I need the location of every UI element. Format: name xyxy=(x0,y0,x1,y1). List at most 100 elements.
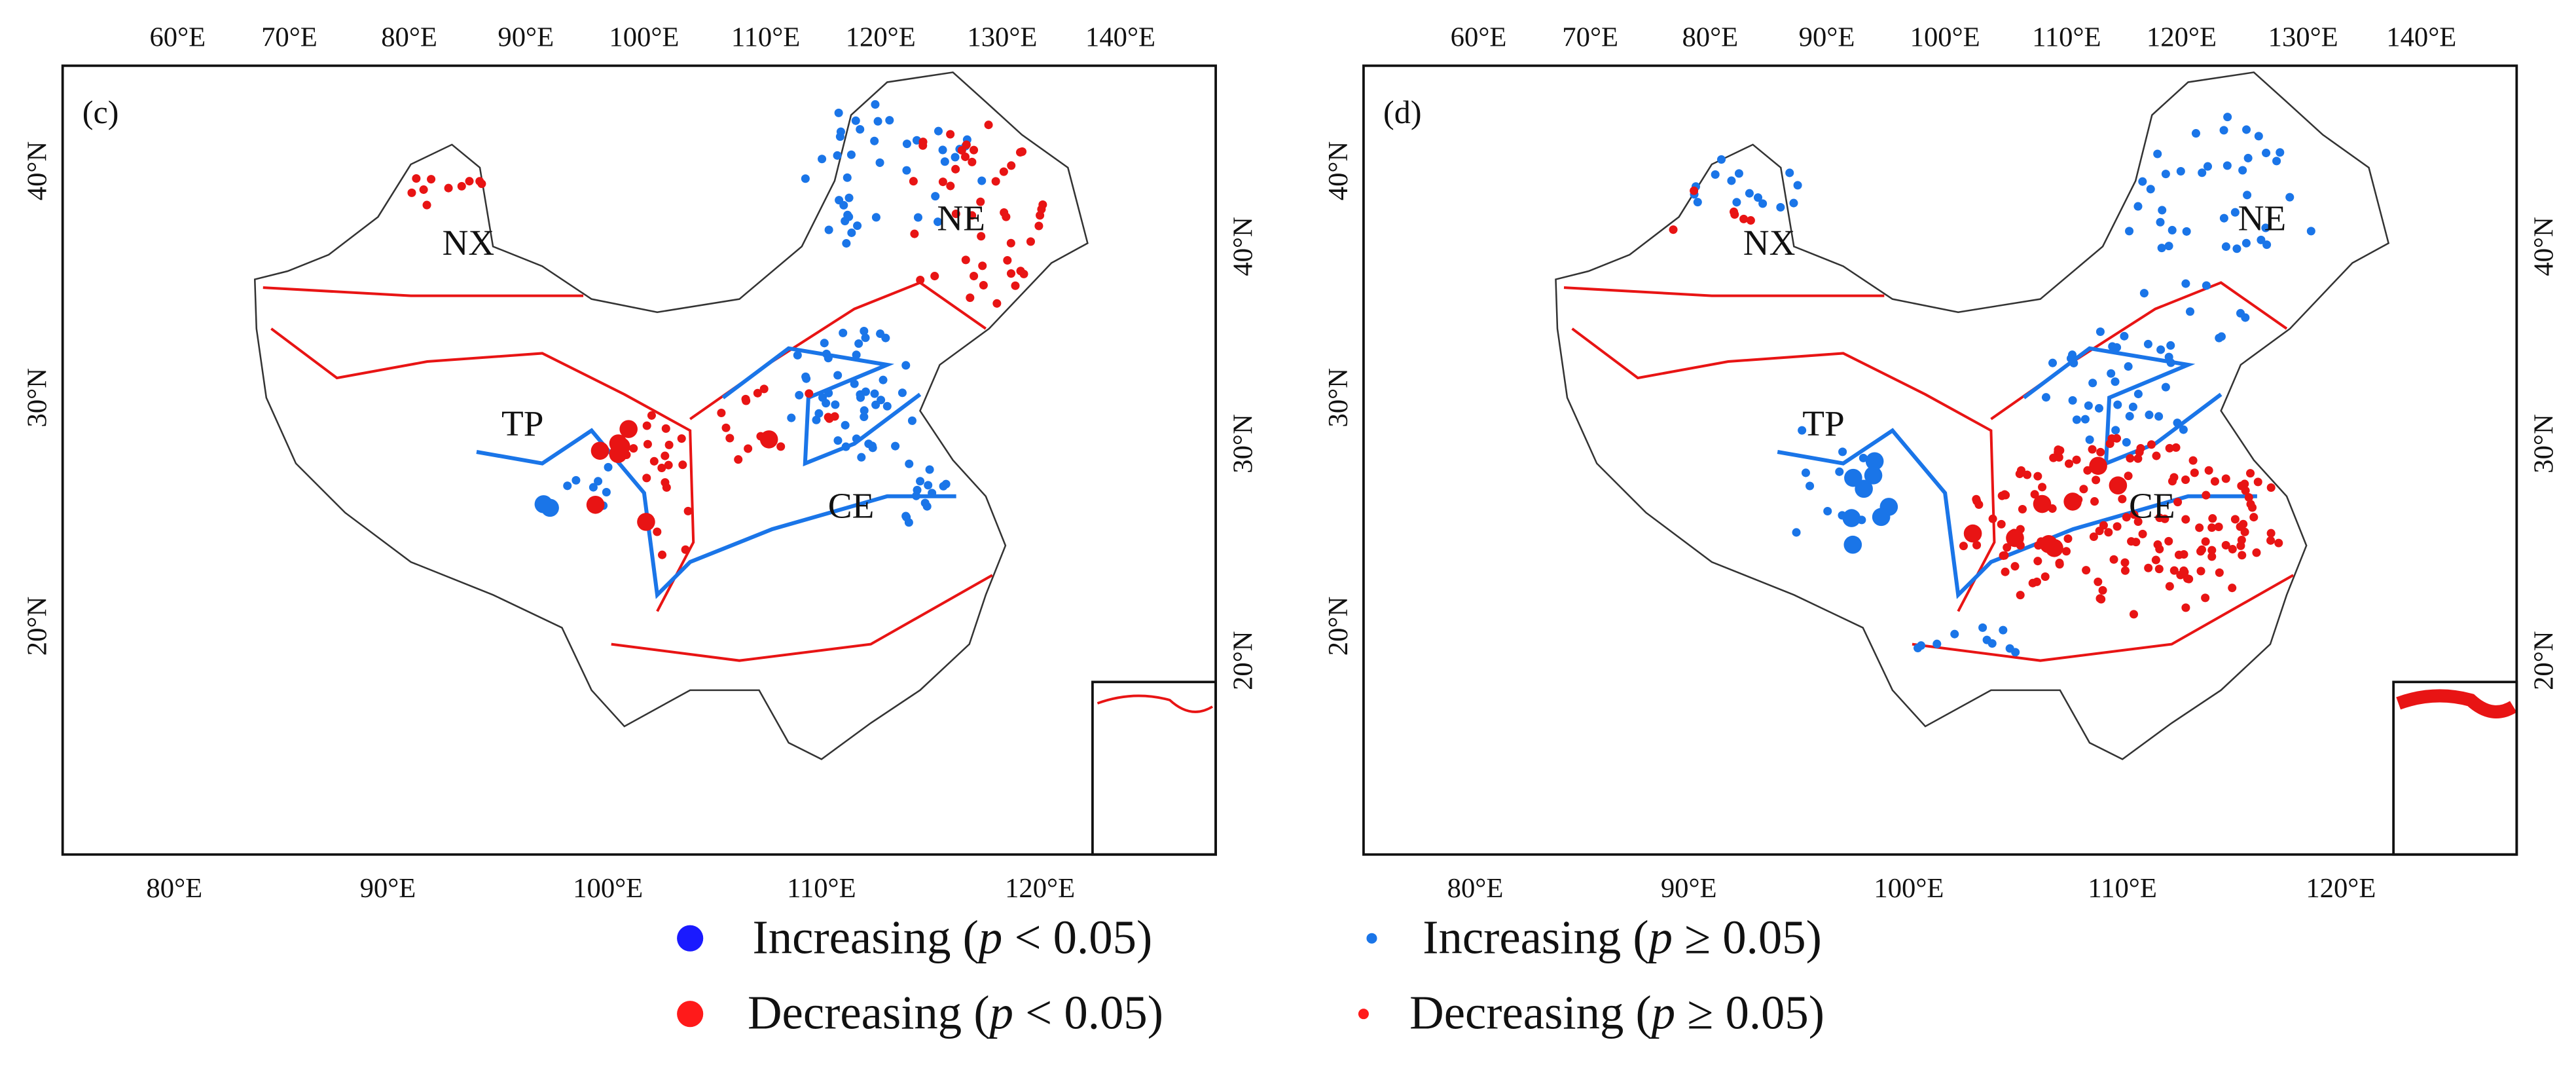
station-dot xyxy=(833,151,842,160)
station-dot xyxy=(1785,168,1794,177)
country-outline xyxy=(1555,71,2390,760)
station-dot xyxy=(677,434,686,443)
station-dot xyxy=(1730,210,1739,219)
station-dot xyxy=(2015,470,2024,479)
station-dot xyxy=(759,430,778,449)
inset-coast xyxy=(1097,694,1214,713)
station-dot xyxy=(776,442,786,451)
station-dot xyxy=(1026,237,1035,246)
station-dot xyxy=(2063,493,2082,511)
station-dot xyxy=(913,213,922,222)
station-dot xyxy=(1835,467,1844,476)
legend-rest: ≥ 0.05) xyxy=(1673,910,1822,963)
map-panel: (d) NX NE TP CE 60°E 70°E 80°E 90°E 100°E 110°E 120… xyxy=(1323,22,2560,904)
station-dot xyxy=(1865,452,1884,471)
station-dot xyxy=(831,400,840,409)
station-dot xyxy=(1732,198,1741,207)
station-dot xyxy=(830,412,839,421)
station-dot xyxy=(2003,543,2012,552)
station-dot xyxy=(820,339,829,348)
station-dot xyxy=(1987,639,1997,648)
station-dot xyxy=(2125,227,2134,236)
map-frame xyxy=(1362,64,2518,856)
bottom-tick-label: 110°E xyxy=(2088,873,2156,904)
top-tick-label: 80°E xyxy=(1682,22,1738,52)
station-dot xyxy=(2253,477,2262,487)
left-tick-label: 40°N xyxy=(1323,141,1354,201)
station-dot xyxy=(898,388,907,398)
station-dot xyxy=(871,100,880,109)
station-dot xyxy=(2151,555,2160,565)
station-dot xyxy=(2208,514,2217,523)
station-dot xyxy=(571,475,581,485)
station-dot xyxy=(834,108,843,117)
station-dot xyxy=(1872,508,1891,527)
station-dot xyxy=(678,460,687,470)
station-dot xyxy=(2243,153,2253,162)
station-dot xyxy=(939,481,948,491)
country-outline xyxy=(253,71,1089,760)
station-dot xyxy=(851,116,860,125)
station-dot xyxy=(419,185,428,195)
region-boundary xyxy=(1912,574,2295,662)
station-dot xyxy=(818,155,827,164)
station-dot xyxy=(657,464,666,473)
station-dot xyxy=(846,150,856,159)
station-dot xyxy=(802,374,811,383)
station-dot xyxy=(857,453,866,462)
station-dot xyxy=(2090,497,2099,506)
station-dot xyxy=(961,255,970,265)
station-dot xyxy=(642,421,651,430)
station-dot xyxy=(795,390,804,400)
station-dot xyxy=(681,545,690,554)
station-dot xyxy=(2094,577,2103,586)
station-dot xyxy=(744,444,753,453)
station-dot xyxy=(586,495,605,514)
station-dot xyxy=(871,400,880,409)
top-tick-label: 80°E xyxy=(381,22,437,52)
legend-marker xyxy=(1358,1009,1369,1020)
top-tick-label: 120°E xyxy=(2147,22,2217,52)
station-dot xyxy=(1006,238,1015,248)
station-dot xyxy=(833,436,843,445)
station-dot xyxy=(2146,185,2155,194)
station-dot xyxy=(2166,341,2175,350)
inset-frame xyxy=(1091,680,1217,856)
station-dot xyxy=(2266,483,2276,493)
station-dot xyxy=(753,388,762,398)
right-tick-label: 40°N xyxy=(2529,217,2560,276)
legend-label: Decreasing (p < 0.05) xyxy=(748,986,1163,1039)
station-dot xyxy=(2241,238,2251,248)
station-dot xyxy=(2252,548,2261,557)
station-dot xyxy=(2038,483,2047,492)
station-dot xyxy=(2237,535,2246,544)
station-dot xyxy=(2109,555,2118,564)
station-dot xyxy=(991,177,1000,186)
station-dot xyxy=(2005,644,2014,653)
station-dot xyxy=(860,326,869,335)
station-dot xyxy=(2001,567,2010,576)
station-dot xyxy=(854,339,863,348)
station-dot xyxy=(2138,529,2147,538)
bottom-tick-label: 100°E xyxy=(573,873,643,904)
station-dot xyxy=(657,550,667,559)
station-dot xyxy=(977,176,987,185)
station-dot xyxy=(1855,479,1873,498)
station-dot xyxy=(2088,379,2097,388)
station-dot xyxy=(427,175,436,184)
station-dot xyxy=(2041,393,2050,402)
station-dot xyxy=(647,411,656,420)
region-boundary xyxy=(1571,327,1996,612)
station-dot xyxy=(2236,308,2245,318)
station-dot xyxy=(2190,468,2199,477)
station-dot xyxy=(475,177,484,186)
right-tick-label: 20°N xyxy=(1227,631,1258,690)
top-tick-label: 70°E xyxy=(261,22,317,52)
station-dot xyxy=(1716,155,1726,164)
station-dot xyxy=(1838,447,1847,456)
station-dot xyxy=(2174,550,2184,559)
station-dot xyxy=(725,434,735,443)
station-dot xyxy=(2153,149,2162,158)
station-dot xyxy=(812,415,821,424)
station-dot xyxy=(661,424,670,433)
